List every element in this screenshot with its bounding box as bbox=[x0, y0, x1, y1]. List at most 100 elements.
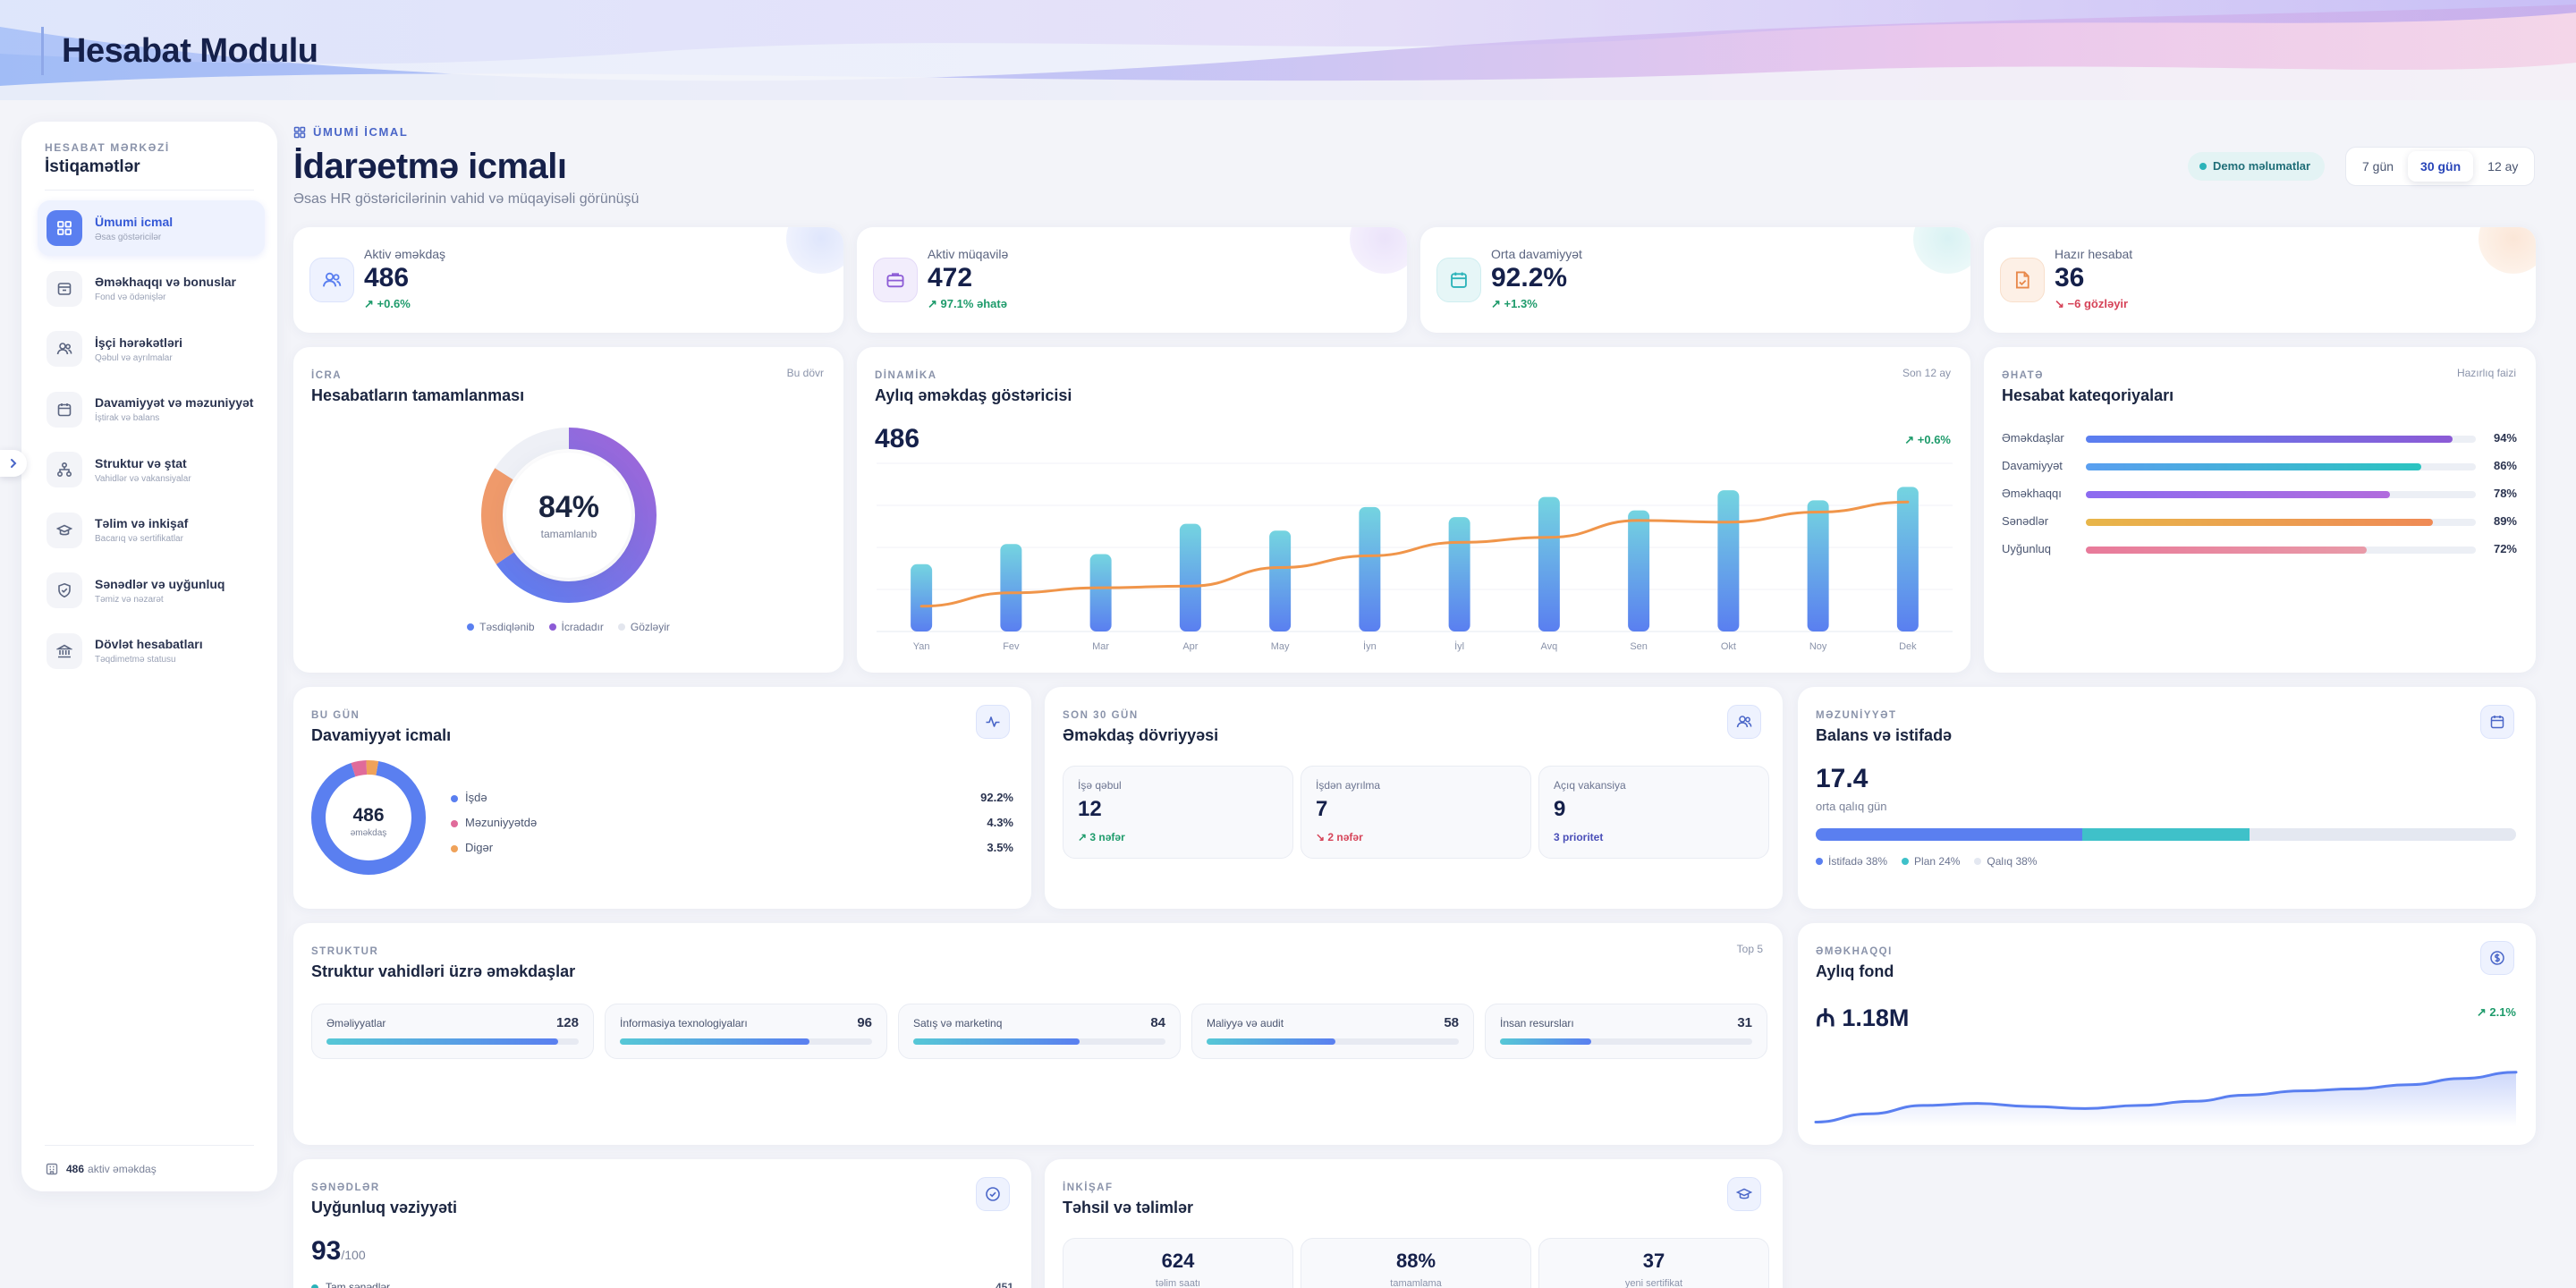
document-icon bbox=[2000, 258, 2045, 302]
leave-balance-card: MƏZUNİYYƏT Balans və istifadə 17.4 orta … bbox=[1798, 687, 2536, 909]
kpi-card-avg-attendance: Orta davamiyyət 92.2% ↗ +1.3% bbox=[1420, 227, 1970, 333]
attendance-overview-card: BU GÜN Davamiyyət icmalı 486 əməkdaş İşd… bbox=[293, 687, 1031, 909]
bank-icon bbox=[47, 632, 82, 669]
tile-sub: ↘ 2 nəfər bbox=[1316, 831, 1363, 843]
donut-pending-arc bbox=[481, 428, 657, 603]
employee-cycle-card: SON 30 GÜN Əməkdaş dövriyyəsi İşə qəbul 1… bbox=[1045, 687, 1783, 909]
range-selector: 7 gün 30 gün 12 ay bbox=[2345, 147, 2536, 186]
sidebar-item-documents[interactable]: Sənədlər və uyğunluq Təmiz və nəzarət bbox=[38, 563, 265, 618]
category-track bbox=[2086, 436, 2476, 443]
sidebar-toggle-button[interactable] bbox=[0, 450, 27, 477]
x-tick-label: İyn bbox=[1363, 640, 1377, 652]
category-track bbox=[2086, 491, 2476, 498]
sidebar-item-structure[interactable]: Struktur və ştat Vahidlər və vakansiyalar bbox=[38, 442, 265, 497]
range-30-days[interactable]: 30 gün bbox=[2408, 151, 2474, 182]
trend-line bbox=[919, 500, 1910, 608]
dept-track bbox=[1207, 1038, 1459, 1045]
wallet-icon bbox=[47, 270, 82, 307]
attendance-row-pct: 3.5% bbox=[987, 841, 1013, 854]
users-icon bbox=[1727, 705, 1761, 739]
card-period: Son 12 ay bbox=[1902, 367, 1951, 379]
training-certificates-tile: 37 yeni sertifikat bbox=[1538, 1238, 1769, 1288]
footer-employee-count: 486 bbox=[66, 1162, 85, 1175]
range-7-days[interactable]: 7 gün bbox=[2362, 159, 2394, 174]
category-row: Uyğunluq 72% bbox=[2002, 540, 2517, 558]
attendance-donut-chart bbox=[311, 760, 426, 875]
chart-current-value: 486 bbox=[875, 424, 920, 453]
x-tick-label: Apr bbox=[1182, 641, 1198, 652]
chevron-right-icon bbox=[11, 459, 17, 468]
kpi-card-ready-reports: Hazır hesabat 36 ↘ −6 gözləyir bbox=[1984, 227, 2536, 333]
bar-Okt bbox=[1717, 490, 1740, 631]
x-tick-label: İyl bbox=[1454, 640, 1464, 652]
tile-title: İşə qəbul bbox=[1078, 779, 1122, 792]
page-subtitle: Əsas HR göstəricilərinin vahid və müqayi… bbox=[293, 191, 640, 207]
bar-Apr bbox=[1179, 523, 1201, 631]
tile-value: 37 bbox=[1642, 1250, 1665, 1272]
dept-tile: İnsan resursları 31 bbox=[1485, 1004, 1767, 1059]
tile-value: 624 bbox=[1161, 1250, 1195, 1272]
category-row: Davamiyyət 86% bbox=[2002, 457, 2517, 475]
sidebar-item-training[interactable]: Təlim və inkişaf Bacarıq və sertifikatlar bbox=[38, 503, 265, 558]
range-12-months[interactable]: 12 ay bbox=[2487, 159, 2519, 174]
sidebar-item-state-reports[interactable]: Dövlət hesabatları Təqdimetmə statusu bbox=[38, 623, 265, 679]
leave-used-segment bbox=[1816, 828, 2082, 841]
hires-tile: İşə qəbul 12 ↗ 3 nəfər bbox=[1063, 766, 1293, 859]
kpi-value: 486 bbox=[364, 263, 410, 292]
tile-value: 12 bbox=[1078, 797, 1102, 821]
donut-center bbox=[506, 453, 631, 578]
completion-legend: Təsdiqlənib İcradadır Gözləyir bbox=[293, 621, 843, 633]
sidebar-item-attendance[interactable]: Davamiyyət və məzuniyyət İştirak və balan… bbox=[38, 382, 265, 437]
attendance-row-name: Məzuniyyətdə bbox=[465, 816, 538, 829]
sidebar-item-movements[interactable]: İşçi hərəkətləri Qəbul və ayrılmalar bbox=[38, 321, 265, 377]
attendance-slice bbox=[311, 760, 426, 875]
payroll-delta-text: 2.1% bbox=[2489, 1005, 2516, 1019]
card-decoration bbox=[1913, 227, 1970, 274]
dept-fill bbox=[326, 1038, 559, 1045]
app-title: Hesabat Modulu bbox=[41, 27, 318, 75]
sidebar-item-payroll[interactable]: Əməkhaqqı və bonuslar Fond və ödənişlər bbox=[38, 261, 265, 317]
bar-Dek bbox=[1896, 487, 1919, 631]
card-kicker: SON 30 GÜN bbox=[1063, 710, 1139, 721]
dept-track bbox=[620, 1038, 872, 1045]
legend-used: İstifadə 38% bbox=[1816, 855, 1887, 868]
kpi-label: Hazır hesabat bbox=[2055, 247, 2133, 261]
kpi-delta: ↘ −6 gözləyir bbox=[2055, 297, 2128, 311]
card-title: Balans və istifadə bbox=[1816, 726, 1953, 744]
arrow-up-right-icon: ↗ bbox=[1078, 831, 1088, 843]
card-title: Aylıq fond bbox=[1816, 962, 1894, 980]
dept-count: 58 bbox=[1444, 1015, 1459, 1030]
chart-delta: ↗ +0.6% bbox=[1904, 433, 1951, 447]
tile-value: 9 bbox=[1554, 797, 1566, 821]
arrow-down-right-icon: ↘ bbox=[2055, 297, 2064, 310]
dept-fill bbox=[1207, 1038, 1335, 1045]
tile-sub-text: 3 prioritet bbox=[1554, 831, 1604, 843]
calendar-icon bbox=[47, 391, 82, 428]
kpi-delta: ↗ +1.3% bbox=[1491, 297, 1538, 311]
sidebar-item-overview[interactable]: Ümumi icmal Əsas göstəricilər bbox=[38, 200, 265, 256]
training-card: İNKİŞAF Təhsil və təlimlər 624 təlim saat… bbox=[1045, 1159, 1783, 1288]
legend-planned: Plan 24% bbox=[1902, 855, 1960, 868]
x-tick-label: Noy bbox=[1809, 641, 1827, 652]
arrow-up-right-icon: ↗ bbox=[1904, 433, 1915, 446]
bar-Avq bbox=[1538, 496, 1560, 631]
sidebar-kicker: HESABAT MƏRKƏZİ bbox=[45, 141, 170, 154]
kpi-value: 36 bbox=[2055, 263, 2085, 292]
bar-Noy bbox=[1807, 500, 1829, 631]
check-circle-icon bbox=[976, 1177, 1010, 1211]
category-fill bbox=[2086, 547, 2367, 554]
tile-sub: 3 prioritet bbox=[1554, 831, 1603, 843]
legend-dot bbox=[451, 820, 458, 827]
category-pct: 94% bbox=[2493, 431, 2517, 445]
dept-count: 31 bbox=[1737, 1015, 1752, 1030]
legend-approved: Təsdiqlənib bbox=[467, 621, 535, 633]
kpi-value: 92.2% bbox=[1491, 263, 1568, 292]
sidebar-item-sub: Qəbul və ayrılmalar bbox=[95, 352, 173, 363]
monthly-bar-line-chart: Yan Fev Mar Apr May İyn İyl Avq Sen Okt Noy Dek bbox=[877, 462, 1953, 652]
kpi-delta-text: −6 gözləyir bbox=[2067, 297, 2129, 310]
card-decoration bbox=[2479, 227, 2536, 274]
dept-count: 128 bbox=[555, 1015, 579, 1030]
sidebar-item-label: İşçi hərəkətləri bbox=[95, 335, 183, 350]
dept-track bbox=[326, 1038, 579, 1045]
dept-name: İnsan resursları bbox=[1500, 1017, 1574, 1030]
